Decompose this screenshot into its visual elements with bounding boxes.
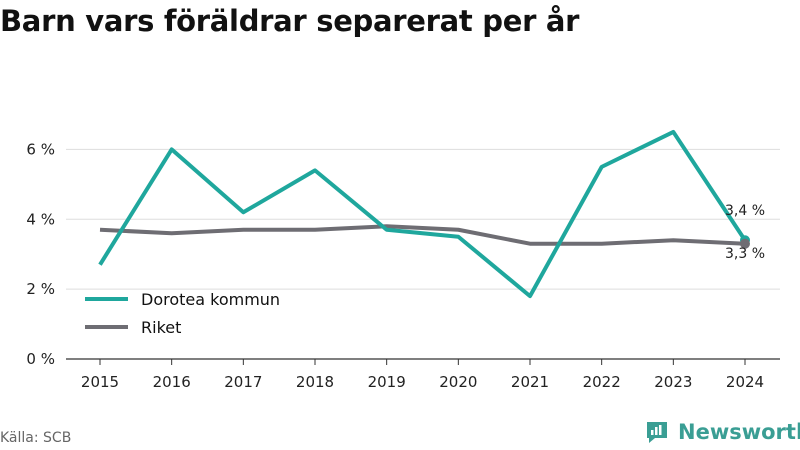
- x-tick-label: 2017: [224, 373, 262, 391]
- x-tick-label: 2019: [368, 373, 406, 391]
- x-axis-ticks: 2015 2016 2017 2018 2019 2020 2021 2022 2023 2024: [81, 359, 764, 391]
- x-tick-label: 2020: [439, 373, 477, 391]
- y-tick-label: 0 %: [26, 350, 55, 368]
- x-tick-label: 2015: [81, 373, 119, 391]
- y-tick-label: 2 %: [26, 280, 55, 298]
- source-note: Källa: SCB: [0, 430, 72, 446]
- brand-logo: Newsworthy: [644, 419, 800, 445]
- legend: Dorotea kommun Riket: [85, 290, 280, 337]
- x-tick-label: 2022: [583, 373, 621, 391]
- brand-name: Newsworthy: [678, 420, 800, 444]
- end-labels: 3,4 % 3,3 %: [725, 203, 765, 262]
- legend-label: Dorotea kommun: [141, 290, 280, 309]
- legend-label: Riket: [141, 318, 181, 337]
- grid-lines: [66, 148, 780, 360]
- series-lines: [98, 129, 750, 299]
- end-point-riket: [740, 238, 750, 249]
- y-tick-label: 4 %: [26, 210, 55, 228]
- series-line-riket: [99, 224, 746, 246]
- x-tick-label: 2023: [654, 373, 692, 391]
- y-tick-label: 6 %: [26, 140, 55, 158]
- newsworthy-logo-icon: [647, 422, 667, 443]
- series-line-dorotea: [98, 129, 747, 299]
- x-tick-label: 2024: [726, 373, 764, 391]
- end-label-dorotea: 3,4 %: [725, 203, 765, 219]
- end-label-riket: 3,3 %: [725, 246, 765, 262]
- x-tick-label: 2018: [296, 373, 334, 391]
- x-tick-label: 2021: [511, 373, 549, 391]
- x-tick-label: 2016: [153, 373, 191, 391]
- y-axis-ticks: 0 % 2 % 4 % 6 %: [26, 140, 55, 368]
- chart-title: Barn vars föräldrar separerat per år: [0, 4, 580, 38]
